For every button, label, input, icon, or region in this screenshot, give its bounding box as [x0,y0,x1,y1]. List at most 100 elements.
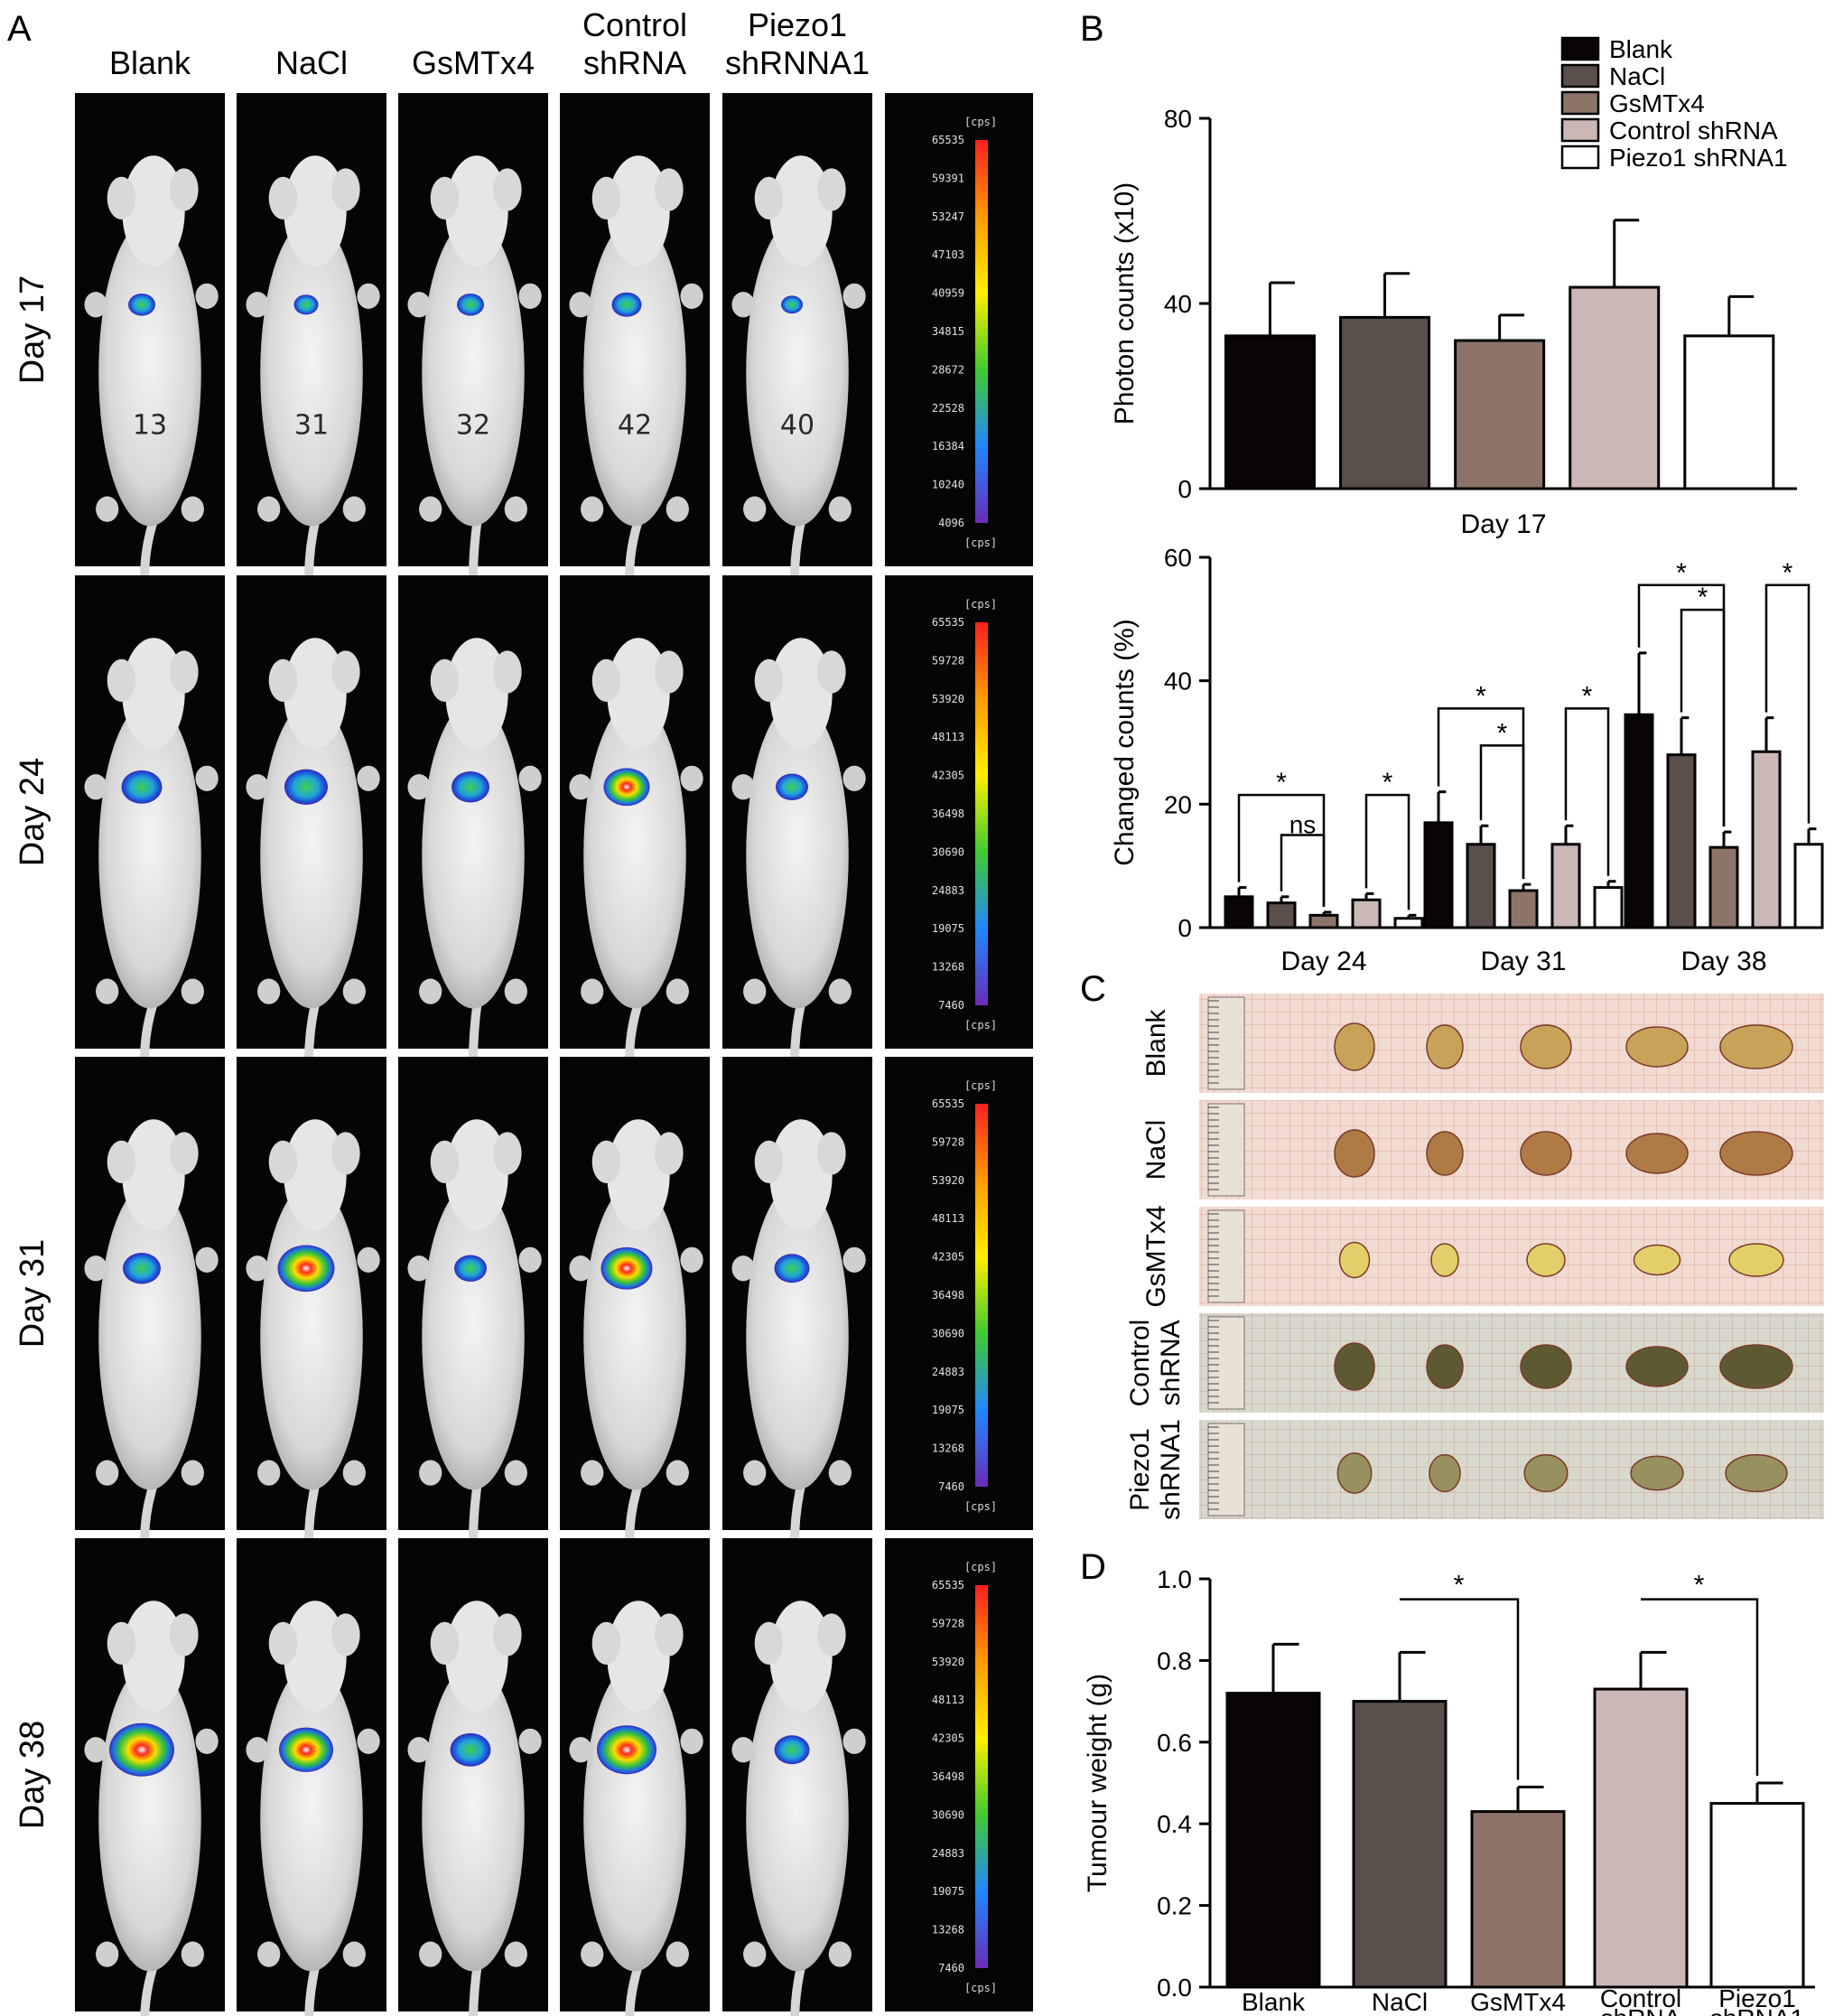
mouse-ear [754,658,784,702]
tumour [1426,1024,1464,1069]
tumour-row-label: Control [1125,1320,1155,1407]
ruler [1207,996,1245,1090]
y-axis-label: Changed counts (%) [1110,619,1140,866]
mouse-limb [246,292,269,318]
y-tick-label: 0.4 [1157,1810,1192,1838]
x-tick-label: shRNA1 [1710,2004,1804,2016]
mouse-limb [731,1737,755,1763]
mouse-limb [666,978,689,1004]
mouse-tail [304,1958,321,2016]
mouse-body [422,1182,525,1490]
mouse-limb [828,1460,852,1486]
significance-bracket [1280,834,1326,907]
tumour-photo [1199,1207,1824,1306]
colorbar: [cps][cps]655355972853920481134230536498… [885,1057,1033,1530]
colorbar-tick: 53920 [932,1174,964,1187]
y-tick-label: 0 [1178,475,1192,503]
mouse-ear [591,1140,621,1183]
mouse-limb [666,496,689,522]
mouse-limb [569,774,592,800]
mouse-limb [680,1246,703,1273]
panel-letter-a: A [7,9,32,49]
imaging-tile: 31 [237,93,386,676]
y-tick-label: 0.0 [1157,1974,1192,2002]
mouse-body [98,219,201,527]
mouse-limb [407,774,431,800]
mouse-head [607,1601,670,1712]
mouse-ear [430,1621,460,1665]
bar [1593,886,1624,929]
mouse-limb [680,283,703,309]
tumour [1728,1243,1784,1277]
mouse-limb [581,1941,604,1967]
mouse-head [445,155,508,266]
colorbar-gradient [975,1585,988,1968]
colorbar-tick: 42305 [932,770,964,782]
tumour [1719,1024,1793,1069]
tumour [1520,1024,1572,1069]
colorbar-unit: [cps] [964,1982,997,1994]
tumour-row-label: shRNA1 [1156,1419,1186,1520]
tumour-row-label: GsMTx4 [1141,1205,1171,1307]
tumour [1429,1453,1461,1493]
colorbar-tick: 19075 [932,922,964,935]
mouse-head [122,1601,185,1712]
animal-mark: 31 [294,409,329,441]
colorbar-background [885,1538,1033,2011]
significance-label: * [1454,1571,1465,1601]
legend-swatch [1560,36,1600,61]
significance-bracket [1764,583,1811,824]
mouse-limb [407,292,431,318]
colorbar-unit: [cps] [964,1500,997,1513]
mouse-ear [493,168,522,211]
ruler [1207,1209,1245,1303]
colorbar-tick: 48113 [932,731,964,743]
tumour [1633,1244,1681,1276]
mouse-ear [170,1132,199,1175]
mouse-limb [843,1728,866,1754]
imaging-tile [560,1057,710,1639]
tumour-signal [774,1254,810,1283]
mouse-limb [569,1255,592,1282]
mouse-ear [817,1613,846,1657]
tumour [1520,1344,1572,1389]
imaging-tile: 40 [722,93,872,676]
y-tick-label: 80 [1164,105,1192,133]
colorbar-tick: 13268 [932,961,964,974]
mouse-limb [357,765,380,791]
colorbar-tick: 16384 [932,440,964,453]
mouse-ear [817,168,846,211]
animal-mark: 40 [780,409,815,441]
mouse-ear [170,1613,199,1657]
tumour-signal [109,1722,174,1777]
mouse-limb [828,1941,852,1967]
mouse-ear [493,650,522,694]
legend-entry: Control shRNA [1609,117,1778,145]
mouse-limb [504,1460,527,1486]
mouse-ear [170,168,199,211]
x-tick-label: Piezo1 [1718,1984,1796,2012]
imaging-tile [722,1538,872,2016]
mouse-limb [246,1737,269,1763]
mouse-ear [107,1140,136,1183]
chart-photon-counts-day17: 0 40 80 Photon counts (x10) Day 17 [1110,105,1797,539]
colorbar: [cps][cps]655355972853920481134230536498… [885,1538,1033,2011]
mouse-head [284,1601,347,1712]
colorbar-unit: [cps] [964,1079,997,1092]
colorbar-tick: 7460 [938,1480,964,1493]
mouse-ear [268,176,298,219]
significance-label: * [1476,681,1486,711]
colorbar-background [885,575,1033,1049]
x-axis-label: Day 17 [1460,509,1546,539]
bar [1224,334,1316,490]
colorbar-unit: [cps] [964,1561,997,1573]
legend-entry: GsMTx4 [1609,89,1705,117]
x-tick-label: Day 38 [1680,947,1766,976]
colorbar-unit: [cps] [964,1019,997,1031]
mouse-ear [754,176,784,219]
bar [1339,315,1431,490]
mouse-limb [257,496,281,522]
colorbar-tick: 48113 [932,1694,964,1706]
mouse-limb [666,1460,689,1486]
